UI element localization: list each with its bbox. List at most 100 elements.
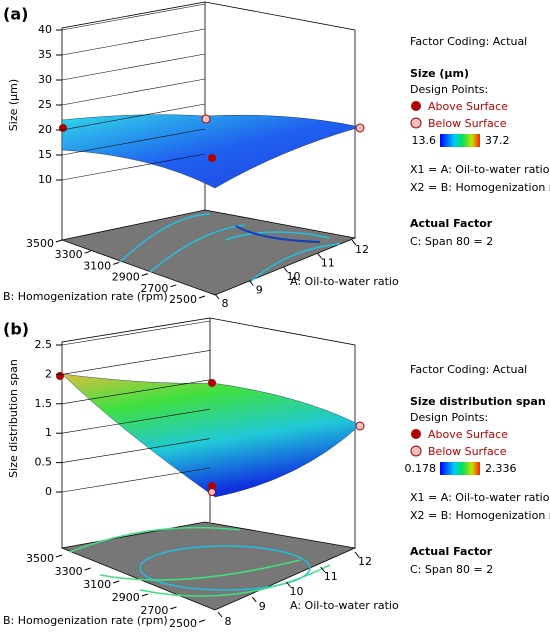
y-tick [141,593,148,597]
grid-line [61,320,211,346]
z-axis-title: Size distribution span [7,359,20,478]
design-points: Design Points: [410,411,488,424]
legend-above: Above Surface [428,428,508,441]
x-tick-label: 10 [290,585,304,598]
colorbar [440,134,480,147]
y-tick-label: 2500 [169,617,197,630]
x-tick [317,253,323,259]
panel-label: (b) [3,320,29,339]
colorbar-max: 2.336 [485,462,517,475]
x-tick [286,581,291,588]
grid-line [61,408,211,434]
z-tick-label: 40 [38,23,52,36]
y-tick [84,567,91,571]
grid-line [61,28,206,56]
grid-line [61,153,206,181]
x-tick-label: 9 [259,600,266,613]
legend-marker [410,445,422,457]
z-tick-label: 35 [38,48,52,61]
z-tick-label: 20 [38,123,52,136]
colorbar [440,462,480,475]
x-tick-label: 8 [222,297,229,310]
y-tick [170,284,177,288]
factor-coding: Factor Coding: Actual [410,35,527,48]
z-tick-label: 30 [38,73,52,86]
y-tick [113,580,120,584]
x-tick-label: 10 [287,270,301,283]
factor-coding: Factor Coding: Actual [410,363,527,376]
y-tick [198,295,206,299]
grid-line [61,350,211,375]
y-tick-label: 3300 [55,565,83,578]
legend-below: Below Surface [428,117,507,130]
y-tick-label: 2700 [140,604,168,617]
y-tick [55,239,63,243]
y-tick-label: 3100 [83,578,111,591]
x-axis-title: A: Oil-to-water ratio [290,275,399,288]
factor-x2: X2 = B: Homogenization rate [410,181,550,194]
grid-line [61,78,206,106]
x-tick-label: 11 [321,257,335,270]
grid-line [61,128,206,156]
y-tick-label: 3500 [26,552,54,565]
colorbar-min: 0.178 [405,462,437,475]
y-tick-label: 2500 [169,293,197,306]
x-tick [283,266,288,273]
x-axis-title: A: Oil-to-water ratio [290,599,399,612]
x-tick [320,566,326,573]
x-tick-label: 8 [225,615,232,628]
z-tick-label: 0 [45,485,52,498]
y-axis-title: B: Homogenization rate (rpm) [3,614,168,627]
y-tick-label: 2900 [112,271,140,284]
x-tick [217,611,223,618]
x-tick [351,239,357,246]
factor-value: C: Span 80 = 2 [410,563,493,576]
actual-factor: Actual Factor [410,217,493,230]
factor-x1: X1 = A: Oil-to-water ratio [410,163,550,176]
legend-below: Below Surface [428,445,507,458]
z-tick-label: 0.5 [35,456,53,469]
actual-factor: Actual Factor [410,545,493,558]
response-title: Size distribution span [410,395,546,408]
y-tick-label: 2900 [112,591,140,604]
z-tick-label: 25 [38,98,52,111]
x-tick [354,551,360,558]
panel-b-box [56,317,365,611]
y-tick [84,250,91,254]
response-title: Size (µm) [410,67,469,80]
grid-line [61,3,206,31]
legend-marker [410,117,422,129]
y-tick [113,261,120,265]
y-tick-label: 3100 [83,259,111,272]
x-tick [251,596,257,603]
y-tick-label: 2700 [140,282,168,295]
legend-marker [411,429,421,439]
y-axis-title: B: Homogenization rate (rpm) [3,290,168,303]
y-tick [170,606,177,610]
grid-line [61,438,211,463]
panel-label: (a) [3,5,28,24]
legend-above: Above Surface [428,100,508,113]
y-tick [141,273,148,277]
x-tick-label: 12 [358,555,372,568]
x-tick-label: 12 [355,243,369,256]
colorbar-max: 37.2 [485,134,510,147]
legend-marker [411,101,421,111]
z-axis-title: Size (µm) [7,79,20,131]
panel-a-box [59,1,365,296]
y-tick-label: 3500 [26,237,54,250]
grid-line [61,103,206,131]
z-tick-label: 15 [38,148,52,161]
factor-value: C: Span 80 = 2 [410,235,493,248]
grid-line [61,467,211,493]
factor-x1: X1 = A: Oil-to-water ratio [410,491,550,504]
grid-line [61,379,211,405]
x-tick-label: 11 [324,570,338,583]
z-tick-label: 2.5 [35,338,53,351]
x-tick [214,293,220,300]
grid-line [61,53,206,81]
x-tick-label: 9 [256,284,263,297]
z-tick-label: 1.5 [35,397,53,410]
y-tick-label: 3300 [55,248,83,261]
